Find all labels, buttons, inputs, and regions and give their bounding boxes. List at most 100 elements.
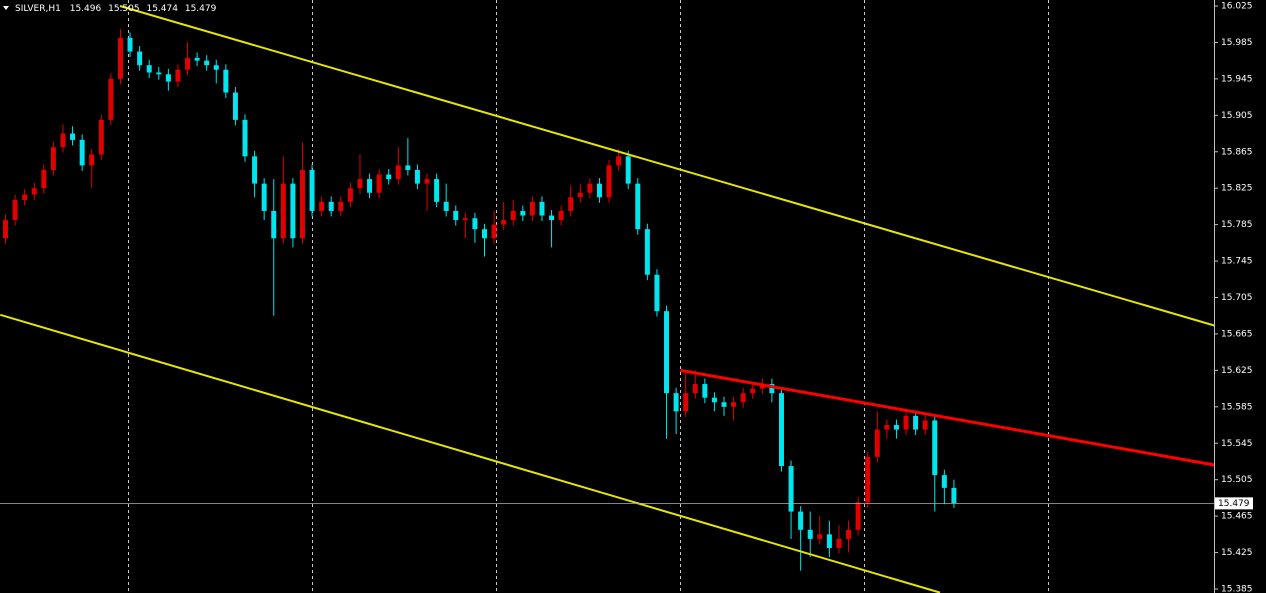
candle-body xyxy=(817,534,823,539)
y-tick-label: 16.025 xyxy=(1221,2,1253,12)
candle-body xyxy=(721,402,727,407)
candle-body xyxy=(769,384,775,394)
candle-body xyxy=(367,179,373,193)
candle-body xyxy=(826,534,832,549)
candle-body xyxy=(664,311,670,394)
candle-body xyxy=(654,274,660,312)
candle-body xyxy=(12,200,18,221)
candle-body xyxy=(319,201,325,211)
symbol: SILVER,H1 xyxy=(15,4,61,14)
candle-body xyxy=(702,384,708,398)
candle-body xyxy=(98,119,104,155)
candle-body xyxy=(414,169,420,184)
candle-body xyxy=(568,197,574,211)
candle-body xyxy=(299,169,305,239)
candle-body xyxy=(137,51,143,66)
candle-body xyxy=(731,402,737,407)
y-tick-label: 15.665 xyxy=(1221,329,1253,339)
header: SILVER,H1 15.496 15.505 15.474 15.479 xyxy=(15,4,217,14)
menu-arrow[interactable] xyxy=(3,6,9,10)
candle-body xyxy=(903,415,909,430)
candle-body xyxy=(3,220,8,239)
close: 15.479 xyxy=(185,4,217,14)
candle-body xyxy=(261,183,267,211)
y-tick-label: 15.865 xyxy=(1221,147,1253,157)
low: 15.474 xyxy=(146,4,178,14)
candle-body xyxy=(750,388,756,394)
candle-body xyxy=(865,456,871,503)
candle-body xyxy=(778,393,784,467)
candle-body xyxy=(70,133,76,140)
candle-body xyxy=(376,174,382,193)
y-tick-label: 15.705 xyxy=(1221,293,1253,303)
y-tick-label: 15.785 xyxy=(1221,220,1253,230)
candle-body xyxy=(453,210,459,221)
last-price-box xyxy=(1215,497,1253,510)
y-tick-label: 15.625 xyxy=(1221,366,1253,376)
candle-body xyxy=(434,179,440,202)
trend-line xyxy=(0,313,941,593)
candle-body xyxy=(884,425,890,430)
candle-body xyxy=(501,220,507,225)
candle-body xyxy=(213,65,219,70)
candle-body xyxy=(683,393,689,412)
candle-body xyxy=(798,511,804,530)
y-tick-label: 15.505 xyxy=(1221,475,1253,485)
candle-body xyxy=(338,201,344,211)
candle-body xyxy=(616,156,622,166)
candle-body xyxy=(673,393,679,412)
candle-body xyxy=(280,183,286,239)
candle-body xyxy=(50,147,56,170)
candle-body xyxy=(740,393,746,403)
candle-body xyxy=(204,60,210,66)
y-tick-label: 15.585 xyxy=(1221,402,1253,412)
candle-body xyxy=(386,174,392,180)
candle-body xyxy=(625,156,631,184)
candle-body xyxy=(405,165,411,170)
candle-body xyxy=(108,78,114,120)
price-axis: 16.025 15.985 15.945 15.905 15.865 15.825 15.7… xyxy=(1214,2,1253,593)
candle-body xyxy=(290,183,296,239)
candle-body xyxy=(520,210,526,216)
y-tick-label: 15.425 xyxy=(1221,548,1253,558)
candle-body xyxy=(156,72,162,75)
candle-body xyxy=(328,201,334,211)
candle-body xyxy=(491,224,497,239)
candle-body xyxy=(79,139,85,166)
candle-body xyxy=(462,218,468,221)
candle-body xyxy=(41,169,47,189)
candle-body xyxy=(587,183,593,193)
candle-body xyxy=(357,179,363,189)
candle-body xyxy=(146,65,152,73)
y-tick-label: 15.825 xyxy=(1221,184,1253,194)
candle-body xyxy=(874,429,880,457)
candle-body xyxy=(893,425,899,430)
candle-body xyxy=(855,502,861,530)
candle-body xyxy=(644,229,650,275)
candle-body xyxy=(424,179,430,184)
candle-body xyxy=(510,210,516,221)
candle-body xyxy=(31,188,37,195)
y-tick-label: 15.745 xyxy=(1221,257,1253,267)
candle-body xyxy=(165,74,171,82)
plot-area xyxy=(0,5,1214,593)
candle-body xyxy=(558,210,564,221)
y-tick-label: 15.545 xyxy=(1221,439,1253,449)
candle-body xyxy=(22,194,28,201)
y-tick-label: 15.905 xyxy=(1221,111,1253,121)
candle-body xyxy=(223,69,229,93)
candle-body xyxy=(194,57,200,61)
candle-body xyxy=(252,156,258,184)
candle-body xyxy=(711,397,717,403)
candle-body xyxy=(692,384,698,394)
candle-body xyxy=(577,192,583,198)
y-tick-label: 15.945 xyxy=(1221,74,1253,84)
candle-body xyxy=(836,538,842,549)
candle-body xyxy=(271,210,277,239)
last-price-label: 15.479 xyxy=(1218,499,1250,509)
candle-body xyxy=(549,215,555,221)
candle-body xyxy=(60,133,66,148)
candle-body xyxy=(606,165,612,198)
candle-body xyxy=(788,466,794,512)
